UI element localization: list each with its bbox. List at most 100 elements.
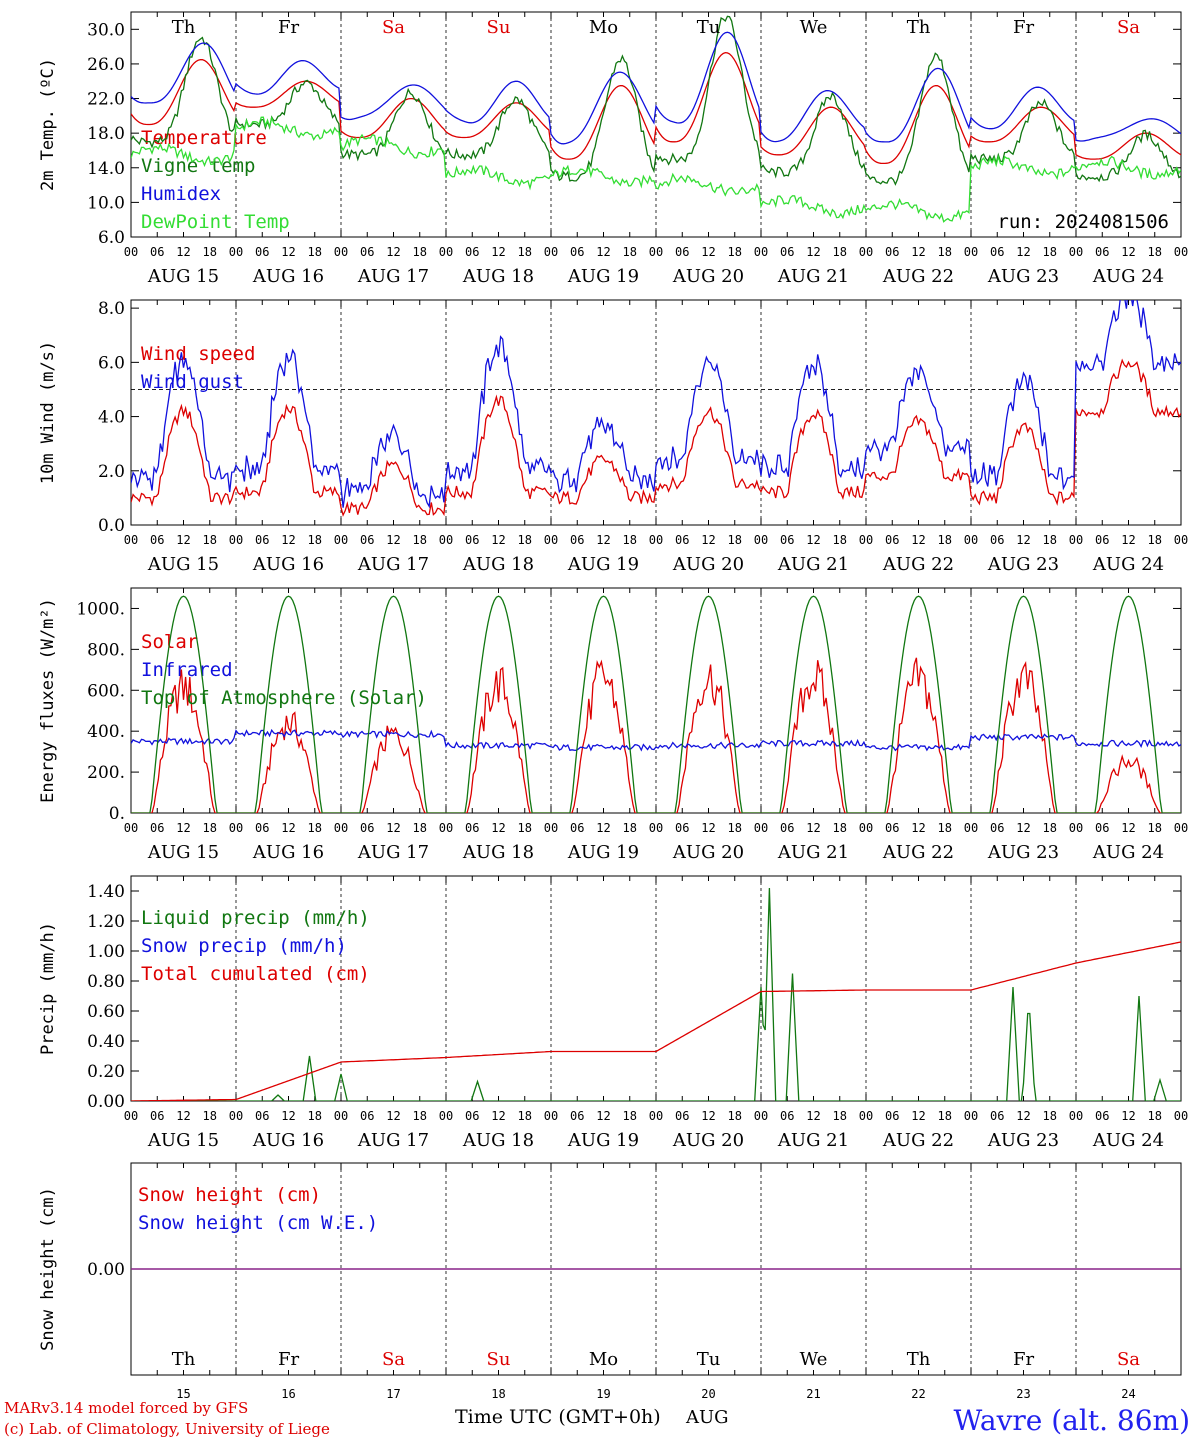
snow-weekday-label: Fr: [278, 1349, 299, 1370]
temperature-y-axis-label: 2m Temp. (ºC): [38, 58, 58, 191]
temperature-date-label: AUG 24: [1092, 266, 1164, 287]
precip-hour-label: 00: [124, 1109, 138, 1123]
energy-y-tick-label: 800.: [87, 640, 125, 660]
energy-hour-label: 06: [465, 821, 479, 835]
snow-weekday-label: We: [800, 1349, 828, 1370]
precip-y-tick-label: 0.00: [87, 1092, 125, 1112]
precip-hour-label: 18: [308, 1109, 322, 1123]
temperature-date-label: AUG 15: [147, 266, 219, 287]
temperature-legend-4: DewPoint Temp: [141, 211, 290, 233]
precip-y-tick-label: 1.40: [87, 882, 125, 902]
precip-hour-label: 00: [544, 1109, 558, 1123]
energy-hour-label: 00: [124, 821, 138, 835]
energy-series-toa: [131, 595, 1181, 813]
temperature-date-label: AUG 22: [882, 266, 954, 287]
wind-legend-2: Wind gust: [141, 371, 244, 393]
snow-day-number: 18: [491, 1387, 505, 1401]
energy-date-label: AUG 15: [147, 842, 219, 863]
precip-hour-label: 06: [885, 1109, 899, 1123]
wind-hour-label: 18: [1148, 533, 1162, 547]
energy-hour-label: 00: [754, 821, 768, 835]
temperature-hour-label: 12: [1016, 245, 1030, 259]
temperature-hour-label: 12: [596, 245, 610, 259]
precip-hour-label: 00: [1069, 1109, 1083, 1123]
temperature-hour-label: 12: [1121, 245, 1135, 259]
credit-line-2: (c) Lab. of Climatology, University of L…: [4, 1420, 330, 1438]
precip-date-label: AUG 19: [567, 1130, 639, 1151]
run-label: run: 2024081506: [997, 211, 1169, 233]
wind-hour-label: 00: [859, 533, 873, 547]
wind-date-label: AUG 24: [1092, 554, 1164, 575]
precip-date-label: AUG 21: [777, 1130, 849, 1151]
precip-hour-label: 12: [596, 1109, 610, 1123]
wind-hour-label: 00: [124, 533, 138, 547]
wind-series-gust: [131, 300, 1181, 509]
energy-legend-3: Top of Atmosphere (Solar): [141, 687, 427, 709]
precip-hour-label: 06: [675, 1109, 689, 1123]
energy-hour-label: 18: [413, 821, 427, 835]
wind-y-tick-label: 2.0: [98, 462, 125, 482]
snow-y-tick-label: 0.00: [87, 1260, 125, 1280]
temperature-hour-label: 12: [806, 245, 820, 259]
wind-hour-label: 18: [833, 533, 847, 547]
wind-hour-label: 12: [1016, 533, 1030, 547]
temperature-y-tick-label: 6.0: [98, 228, 125, 248]
wind-hour-label: 00: [1069, 533, 1083, 547]
energy-hour-label: 06: [885, 821, 899, 835]
temp-weekday-label: Fr: [1013, 17, 1034, 38]
snow-day-number: 21: [806, 1387, 820, 1401]
wind-hour-label: 06: [360, 533, 374, 547]
energy-hour-label: 12: [386, 821, 400, 835]
wind-hour-label: 06: [885, 533, 899, 547]
precip-hour-label: 12: [806, 1109, 820, 1123]
temperature-hour-label: 06: [150, 245, 164, 259]
energy-legend-2: Infrared: [141, 659, 233, 681]
temperature-hour-label: 00: [544, 245, 558, 259]
energy-hour-label: 12: [911, 821, 925, 835]
snow-day-number: 17: [386, 1387, 400, 1401]
temperature-hour-label: 12: [911, 245, 925, 259]
temperature-hour-label: 06: [255, 245, 269, 259]
wind-date-label: AUG 23: [987, 554, 1059, 575]
wind-hour-label: 00: [964, 533, 978, 547]
precip-hour-label: 00: [649, 1109, 663, 1123]
wind-y-tick-label: 6.0: [98, 353, 125, 373]
wind-y-tick-label: 8.0: [98, 299, 125, 319]
wind-hour-label: 12: [701, 533, 715, 547]
precip-hour-label: 12: [1016, 1109, 1030, 1123]
temp-weekday-label: Su: [487, 17, 511, 38]
station-title: Wavre (alt. 86m): [954, 1404, 1190, 1437]
temp-weekday-label: Sa: [1117, 17, 1140, 38]
energy-hour-label: 06: [255, 821, 269, 835]
energy-hour-label: 18: [938, 821, 952, 835]
precip-hour-label: 12: [911, 1109, 925, 1123]
wind-hour-label: 18: [1043, 533, 1057, 547]
temperature-series-humidex: [131, 31, 1181, 145]
temperature-legend-3: Humidex: [141, 183, 221, 205]
wind-series-wind: [131, 358, 1181, 517]
energy-hour-label: 06: [1095, 821, 1109, 835]
wind-hour-label: 00: [229, 533, 243, 547]
energy-hour-label: 00: [544, 821, 558, 835]
temperature-hour-label: 06: [570, 245, 584, 259]
temperature-hour-label: 18: [203, 245, 217, 259]
energy-hour-label: 18: [833, 821, 847, 835]
energy-hour-label: 00: [1174, 821, 1188, 835]
precip-hour-label: 12: [1121, 1109, 1135, 1123]
energy-hour-label: 18: [1148, 821, 1162, 835]
precip-legend-3: Total cumulated (cm): [141, 963, 370, 985]
energy-hour-label: 00: [334, 821, 348, 835]
temperature-date-label: AUG 18: [462, 266, 534, 287]
precip-hour-label: 06: [780, 1109, 794, 1123]
temperature-hour-label: 00: [754, 245, 768, 259]
energy-hour-label: 18: [518, 821, 532, 835]
energy-hour-label: 06: [990, 821, 1004, 835]
snow-day-number: 23: [1016, 1387, 1030, 1401]
precip-hour-label: 18: [203, 1109, 217, 1123]
energy-date-label: AUG 24: [1092, 842, 1164, 863]
precip-legend-2: Snow precip (mm/h): [141, 935, 347, 957]
energy-date-label: AUG 23: [987, 842, 1059, 863]
precip-hour-label: 00: [859, 1109, 873, 1123]
energy-hour-label: 12: [701, 821, 715, 835]
precip-y-tick-label: 0.80: [87, 972, 125, 992]
